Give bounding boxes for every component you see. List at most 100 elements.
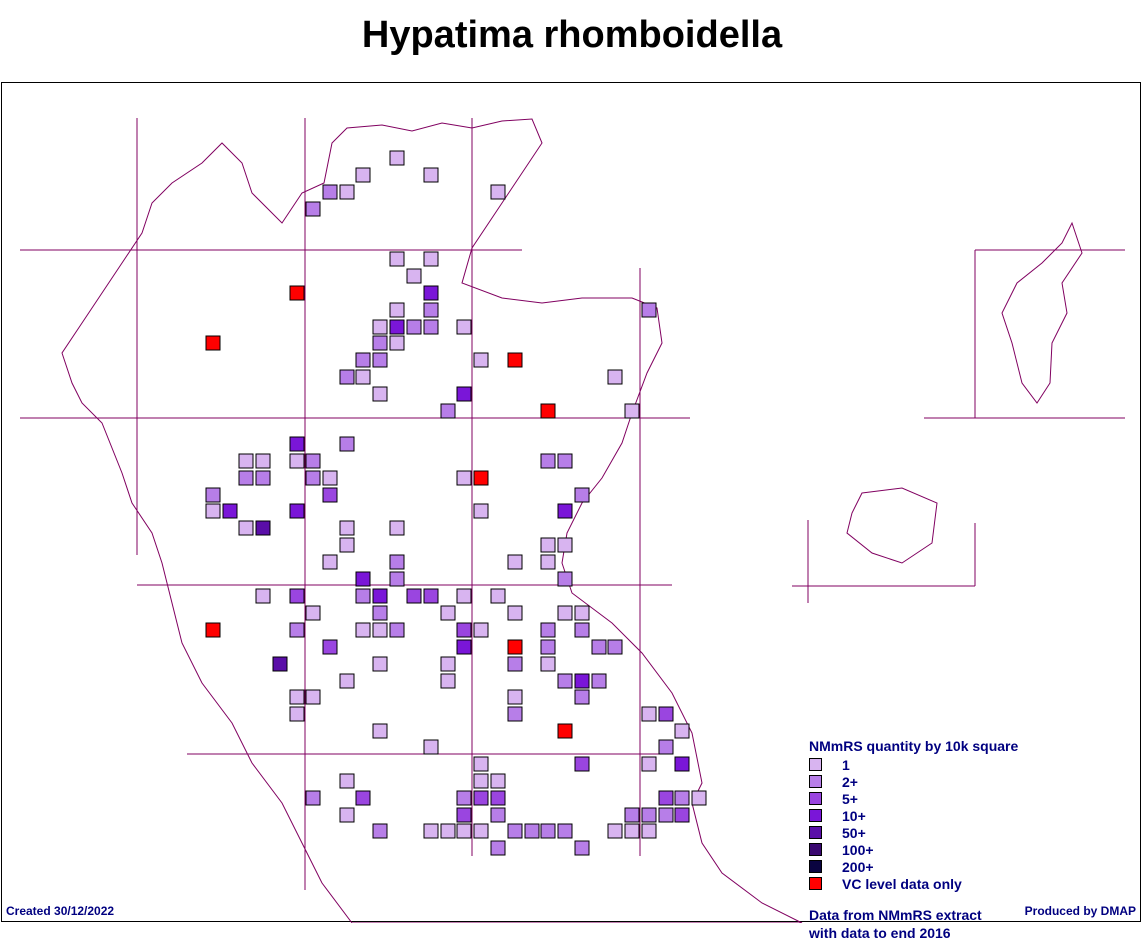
record-square	[540, 823, 556, 839]
record-square	[372, 656, 388, 672]
record-square	[389, 520, 405, 536]
record-square	[674, 807, 690, 823]
record-square	[440, 823, 456, 839]
record-square	[574, 673, 590, 689]
record-square	[557, 823, 573, 839]
legend-swatch	[809, 809, 822, 822]
record-square	[305, 689, 321, 705]
record-square	[289, 503, 305, 519]
record-square	[557, 503, 573, 519]
distribution-map	[20, 118, 1125, 923]
record-square	[658, 739, 674, 755]
record-square	[355, 571, 371, 587]
record-square	[339, 184, 355, 200]
record-square	[389, 251, 405, 267]
record-square	[423, 319, 439, 335]
record-square	[624, 807, 640, 823]
legend-swatch	[809, 877, 822, 890]
record-square	[322, 554, 338, 570]
record-squares	[205, 150, 707, 856]
record-square	[557, 571, 573, 587]
record-square	[322, 487, 338, 503]
record-square	[205, 487, 221, 503]
record-square	[289, 453, 305, 469]
legend-swatch	[809, 792, 822, 805]
legend-label: 1	[842, 756, 850, 773]
legend-swatch	[809, 860, 822, 873]
record-square	[389, 335, 405, 351]
record-square	[355, 167, 371, 183]
record-square	[540, 622, 556, 638]
record-square	[339, 673, 355, 689]
record-square	[372, 823, 388, 839]
record-square	[456, 622, 472, 638]
record-square	[507, 656, 523, 672]
grid-lines	[20, 118, 1125, 890]
record-square	[339, 436, 355, 452]
record-square	[641, 823, 657, 839]
record-square	[305, 453, 321, 469]
legend-item: 5+	[809, 790, 1018, 807]
record-square	[255, 470, 271, 486]
record-square	[456, 470, 472, 486]
record-square	[456, 319, 472, 335]
record-square	[355, 588, 371, 604]
source-line-1: Data from NMmRS extract	[809, 907, 982, 923]
record-square	[355, 352, 371, 368]
record-square	[456, 588, 472, 604]
record-square	[574, 605, 590, 621]
vc-record-square	[540, 403, 556, 419]
producer-credit: Produced by DMAP	[1024, 904, 1136, 918]
record-square	[574, 487, 590, 503]
record-square	[490, 773, 506, 789]
record-square	[473, 790, 489, 806]
record-square	[289, 689, 305, 705]
record-square	[423, 823, 439, 839]
record-square	[423, 739, 439, 755]
record-square	[490, 588, 506, 604]
record-square	[423, 588, 439, 604]
record-square	[658, 790, 674, 806]
record-square	[389, 150, 405, 166]
record-square	[423, 167, 439, 183]
record-square	[322, 639, 338, 655]
record-square	[339, 537, 355, 553]
record-square	[423, 302, 439, 318]
record-square	[205, 503, 221, 519]
record-square	[557, 673, 573, 689]
record-square	[507, 554, 523, 570]
record-square	[255, 588, 271, 604]
record-square	[440, 403, 456, 419]
record-square	[624, 823, 640, 839]
record-square	[674, 723, 690, 739]
record-square	[574, 756, 590, 772]
record-square	[406, 268, 422, 284]
record-square	[238, 470, 254, 486]
record-square	[322, 470, 338, 486]
record-square	[641, 807, 657, 823]
record-square	[456, 807, 472, 823]
record-square	[389, 571, 405, 587]
legend-item: 2+	[809, 773, 1018, 790]
record-square	[372, 588, 388, 604]
record-square	[305, 201, 321, 217]
record-square	[591, 639, 607, 655]
vc-record-square	[205, 622, 221, 638]
record-square	[440, 656, 456, 672]
record-square	[574, 840, 590, 856]
record-square	[305, 790, 321, 806]
record-square	[389, 554, 405, 570]
record-square	[557, 537, 573, 553]
record-square	[607, 639, 623, 655]
record-square	[507, 605, 523, 621]
legend-items: 1 2+ 5+ 10+ 50+ 100+ 200+ VC level data only	[809, 756, 1018, 892]
record-square	[674, 756, 690, 772]
record-square	[389, 319, 405, 335]
mainland-outline	[61, 118, 803, 923]
record-square	[372, 723, 388, 739]
record-square	[490, 807, 506, 823]
record-square	[322, 184, 338, 200]
record-square	[339, 369, 355, 385]
record-square	[557, 605, 573, 621]
record-square	[389, 622, 405, 638]
